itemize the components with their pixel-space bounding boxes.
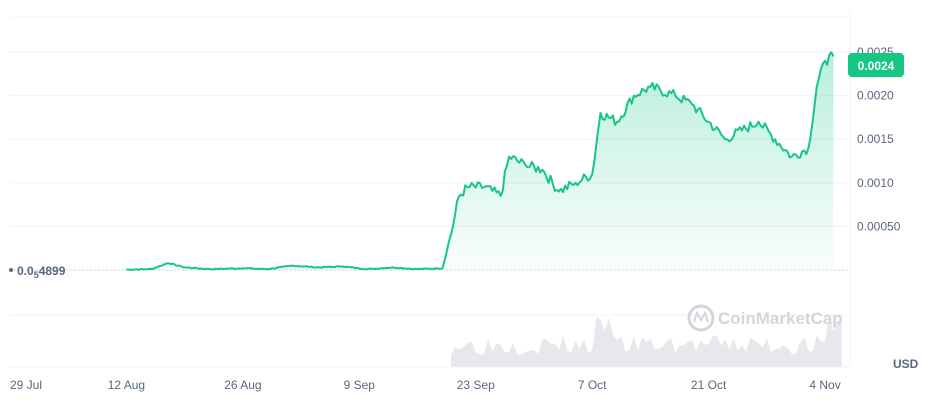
currency-label: USD [893, 357, 919, 371]
x-tick-label: 12 Aug [108, 378, 145, 392]
y-tick-label: 0.0020 [857, 89, 894, 103]
grid-lines [10, 10, 851, 368]
start-dot [9, 268, 13, 272]
price-area-fill [126, 52, 834, 270]
y-tick-label: 0.0015 [857, 132, 894, 146]
x-axis: 29 Jul 12 Aug 26 Aug 9 Sep 23 Sep 7 Oct 21 Oct… [10, 378, 841, 392]
x-tick-label: 26 Aug [224, 378, 261, 392]
watermark: CoinMarketCap [687, 304, 843, 332]
start-value-prefix: 0.0 [17, 264, 34, 278]
volume-area [450, 314, 842, 367]
current-price-badge-bg [848, 53, 904, 77]
x-tick-label: 21 Oct [691, 378, 727, 392]
x-tick-label: 9 Sep [344, 378, 376, 392]
start-value-subscript: 5 [34, 270, 39, 280]
volume-path [450, 314, 842, 367]
coinmarketcap-logo-icon [687, 304, 715, 332]
x-tick-label: 29 Jul [10, 378, 42, 392]
price-line[interactable] [126, 51, 835, 271]
current-price-text: 0.0024 [858, 59, 895, 73]
watermark-text: CoinMarketCap [718, 309, 843, 328]
coinmarketcap-logo-mark [693, 310, 709, 323]
x-tick-label: 4 Nov [809, 378, 840, 392]
x-tick-label: 7 Oct [578, 378, 607, 392]
start-value-digits: 4899 [39, 264, 66, 278]
y-tick-label: 0.0010 [857, 176, 894, 190]
x-tick-label: 23 Sep [457, 378, 495, 392]
start-value-marker: 0.054899 [9, 264, 66, 280]
y-tick-label: 0.00050 [857, 219, 901, 233]
start-value-label: 0.054899 [17, 264, 66, 280]
current-price-badge: 0.0024 [848, 53, 904, 77]
